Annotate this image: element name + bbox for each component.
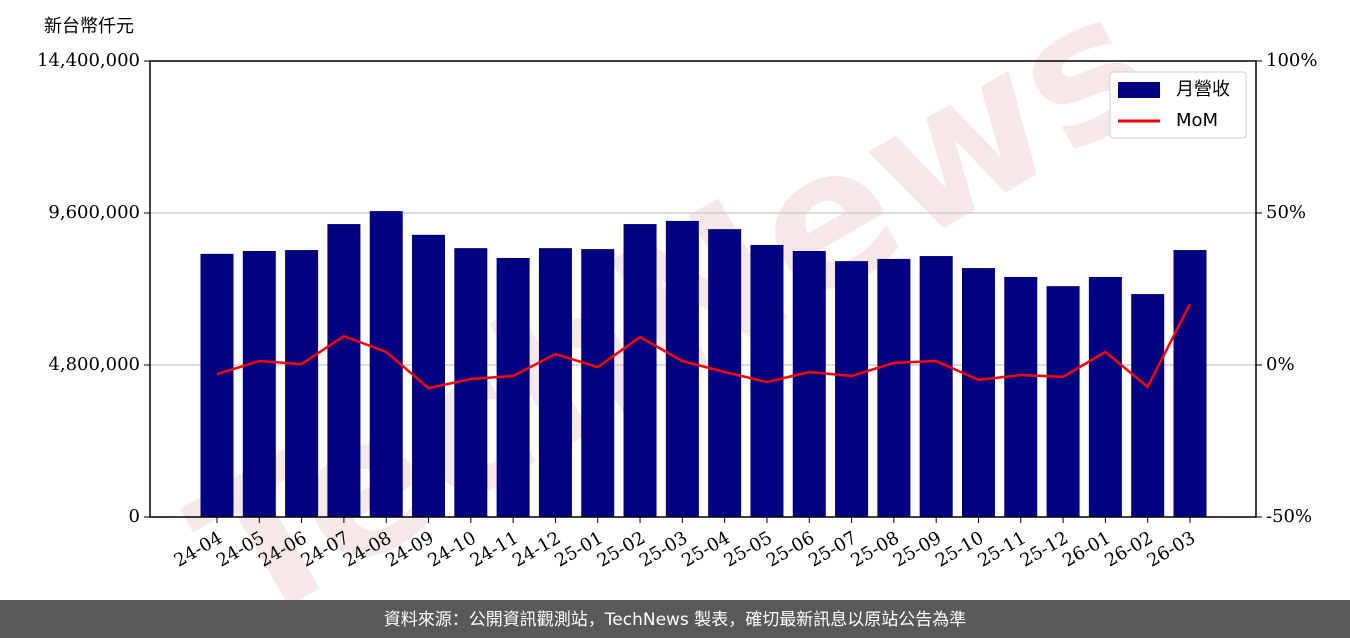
bar (1004, 276, 1038, 517)
y2-tick-label: 0% (1266, 354, 1295, 375)
bar (665, 220, 699, 517)
bar (369, 211, 403, 517)
bar (961, 268, 995, 517)
y-tick-label: 4,800,000 (48, 354, 140, 375)
legend-swatch (1118, 82, 1160, 98)
y-tick-label: 0 (129, 506, 140, 527)
bar (1131, 294, 1165, 517)
y2-tick-label: 100% (1266, 50, 1317, 71)
bar (581, 249, 615, 517)
bar (1046, 286, 1080, 517)
bar (1088, 276, 1122, 517)
bar (285, 250, 319, 518)
legend-label: MoM (1176, 110, 1218, 131)
footer-text: 資料來源：公開資訊觀測站，TechNews 製表，確切最新訊息以原站公告為準 (384, 610, 966, 630)
bar (538, 248, 572, 517)
bar (877, 258, 911, 517)
bar (835, 261, 869, 517)
x-tick-label: 26-03 (1144, 527, 1199, 571)
plot-frame (149, 60, 1257, 518)
y2-tick-label: -50% (1266, 506, 1312, 527)
y-axis-label: 新台幣仟元 (44, 16, 134, 37)
footer-bar (0, 600, 1350, 638)
bar (1173, 250, 1207, 518)
bar (623, 224, 657, 518)
bar (792, 251, 826, 517)
y2-tick-label: 50% (1266, 202, 1306, 223)
y-tick-label: 14,400,000 (37, 50, 140, 71)
legend-label: 月營收 (1176, 79, 1230, 100)
bar (496, 257, 530, 517)
bar (919, 256, 953, 517)
y-tick-label: 9,600,000 (48, 202, 140, 223)
bar (327, 224, 361, 518)
line (216, 303, 1192, 390)
bar (412, 234, 446, 517)
bar (242, 251, 276, 517)
bar (200, 253, 234, 517)
